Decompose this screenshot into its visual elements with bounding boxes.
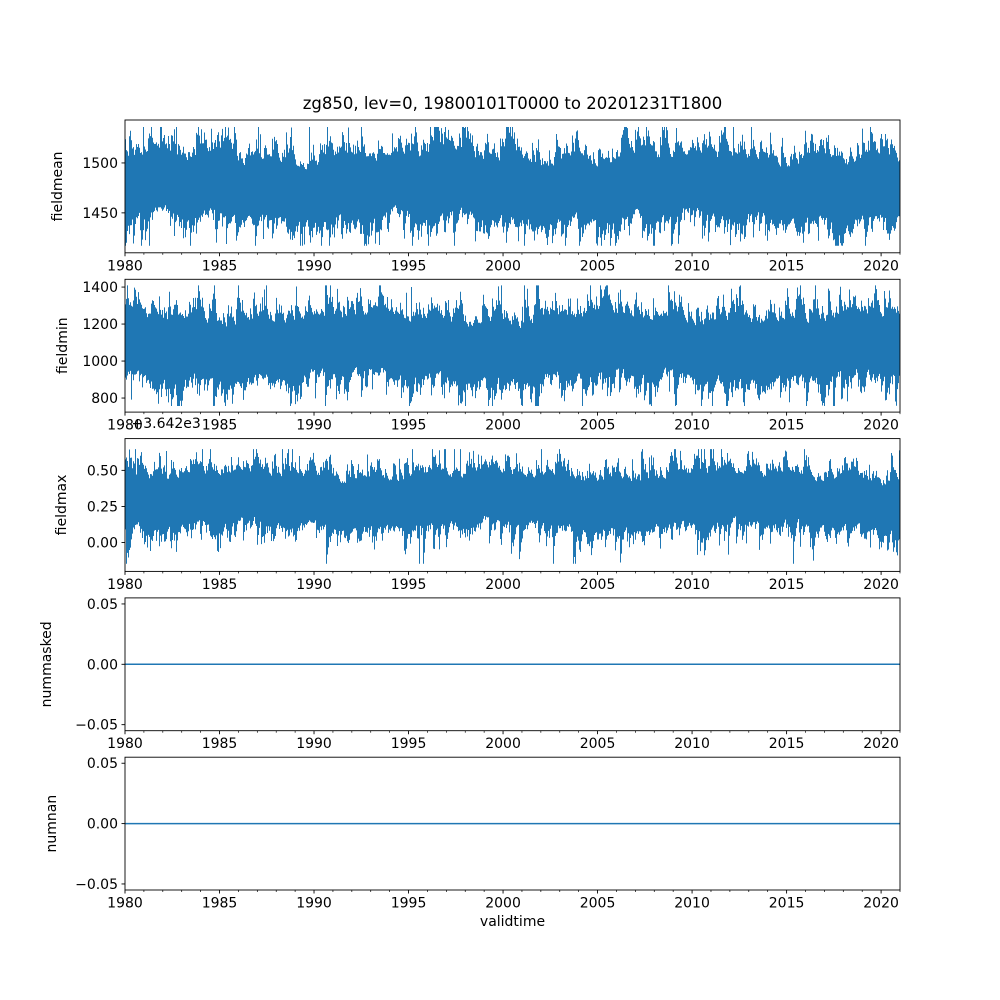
x-tick-label: 2005 xyxy=(580,577,616,593)
subplot-numnan: 1980 1985 1990 1995 2000 2005 2010 2015 2020 −0.0… xyxy=(75,756,901,912)
x-tick-label: 2005 xyxy=(580,258,616,274)
x-tick-label: 2005 xyxy=(580,736,616,752)
x-tick-label: 2020 xyxy=(863,418,899,434)
x-tick-label: 2010 xyxy=(674,736,710,752)
x-tick-label: 1995 xyxy=(391,896,427,912)
x-tick-label: 2010 xyxy=(674,577,710,593)
x-tick-label: 2000 xyxy=(485,736,521,752)
x-tick-label: 1990 xyxy=(296,577,332,593)
x-tick-label: 2015 xyxy=(769,577,805,593)
plots-layer: 1980 1985 1990 1995 2000 2005 2010 2015 2020 1450… xyxy=(75,119,901,912)
x-tick-label: 1985 xyxy=(202,896,238,912)
y-tick-label: 0.00 xyxy=(87,536,118,552)
x-axis-label: validtime xyxy=(480,914,545,930)
x-tick-label: 1980 xyxy=(107,258,143,274)
y-tick-label: 1400 xyxy=(82,280,118,296)
y-tick-label: 0.05 xyxy=(87,756,118,772)
x-tick-label: 1980 xyxy=(107,896,143,912)
y-tick-label: −0.05 xyxy=(75,877,118,893)
y-tick-label: 0.05 xyxy=(87,597,118,613)
x-tick-label: 2015 xyxy=(769,896,805,912)
y-tick-label: 0.00 xyxy=(87,657,118,673)
y-axis-label-fieldmax: fieldmax xyxy=(54,475,70,536)
y-tick-label: 0.00 xyxy=(87,817,118,833)
y-axis-label-fieldmean: fieldmean xyxy=(50,151,66,221)
x-tick-label: 2020 xyxy=(863,577,899,593)
y-tick-label: 0.50 xyxy=(87,463,118,479)
x-tick-label: 2015 xyxy=(769,418,805,434)
x-tick-label: 1985 xyxy=(202,418,238,434)
series-band-fieldmin xyxy=(125,285,900,406)
axes-spines xyxy=(124,119,901,254)
x-tick-label: 1990 xyxy=(296,418,332,434)
x-tick-label: 1985 xyxy=(202,736,238,752)
x-tick-label: 1990 xyxy=(296,258,332,274)
x-tick-label: 1995 xyxy=(391,258,427,274)
y-tick-label: 1000 xyxy=(82,354,118,370)
y-tick-label: 800 xyxy=(91,391,118,407)
y-axis-label-numnan: numnan xyxy=(44,795,60,853)
subplot-fieldmin: 1980 1985 1990 1995 2000 2005 2010 2015 2020 800 1… xyxy=(82,278,901,434)
x-tick-label: 2005 xyxy=(580,418,616,434)
x-tick-label: 2000 xyxy=(485,418,521,434)
y-tick-label: 1500 xyxy=(82,156,118,172)
x-tick-label: 1985 xyxy=(202,577,238,593)
x-tick-label: 2005 xyxy=(580,896,616,912)
x-tick-label: 2000 xyxy=(485,577,521,593)
x-tick-label: 1990 xyxy=(296,896,332,912)
x-tick-label: 2020 xyxy=(863,258,899,274)
x-tick-label: 2020 xyxy=(863,896,899,912)
x-tick-label: 2000 xyxy=(485,896,521,912)
x-tick-label: 1995 xyxy=(391,577,427,593)
y-axis-offset-text: +3.642e3 xyxy=(132,416,201,432)
axes-spines xyxy=(124,438,901,572)
x-tick-label: 2015 xyxy=(769,258,805,274)
x-tick-label: 2010 xyxy=(674,258,710,274)
x-tick-label: 1990 xyxy=(296,736,332,752)
x-tick-label: 2010 xyxy=(674,896,710,912)
x-tick-label: 2010 xyxy=(674,418,710,434)
x-tick-label: 2000 xyxy=(485,258,521,274)
y-tick-label: −0.05 xyxy=(75,718,118,734)
subplot-fieldmax: 1980 1985 1990 1995 2000 2005 2010 2015 2020 0.00… xyxy=(87,438,901,593)
x-tick-label: 1980 xyxy=(107,736,143,752)
x-tick-label: 2020 xyxy=(863,736,899,752)
x-tick-label: 1995 xyxy=(391,418,427,434)
y-tick-label: 1450 xyxy=(82,206,118,222)
axes-spines xyxy=(124,278,901,413)
y-axis-label-fieldmin: fieldmin xyxy=(55,317,71,374)
y-axis-label-nummasked: nummasked xyxy=(39,621,55,707)
y-tick-label: 1200 xyxy=(82,317,118,333)
x-tick-label: 1980 xyxy=(107,418,143,434)
x-tick-label: 2015 xyxy=(769,736,805,752)
x-tick-label: 1985 xyxy=(202,258,238,274)
subplot-nummasked: 1980 1985 1990 1995 2000 2005 2010 2015 2020 −0.0… xyxy=(75,597,901,752)
x-tick-label: 1980 xyxy=(107,577,143,593)
series-band-fieldmax xyxy=(125,449,900,564)
subplot-fieldmean: 1980 1985 1990 1995 2000 2005 2010 2015 2020 1450… xyxy=(82,119,901,274)
figure-title: zg850, lev=0, 19800101T0000 to 20201231T… xyxy=(303,94,723,113)
series-band-fieldmean xyxy=(125,126,900,246)
y-tick-label: 0.25 xyxy=(87,499,118,515)
x-tick-label: 1995 xyxy=(391,736,427,752)
